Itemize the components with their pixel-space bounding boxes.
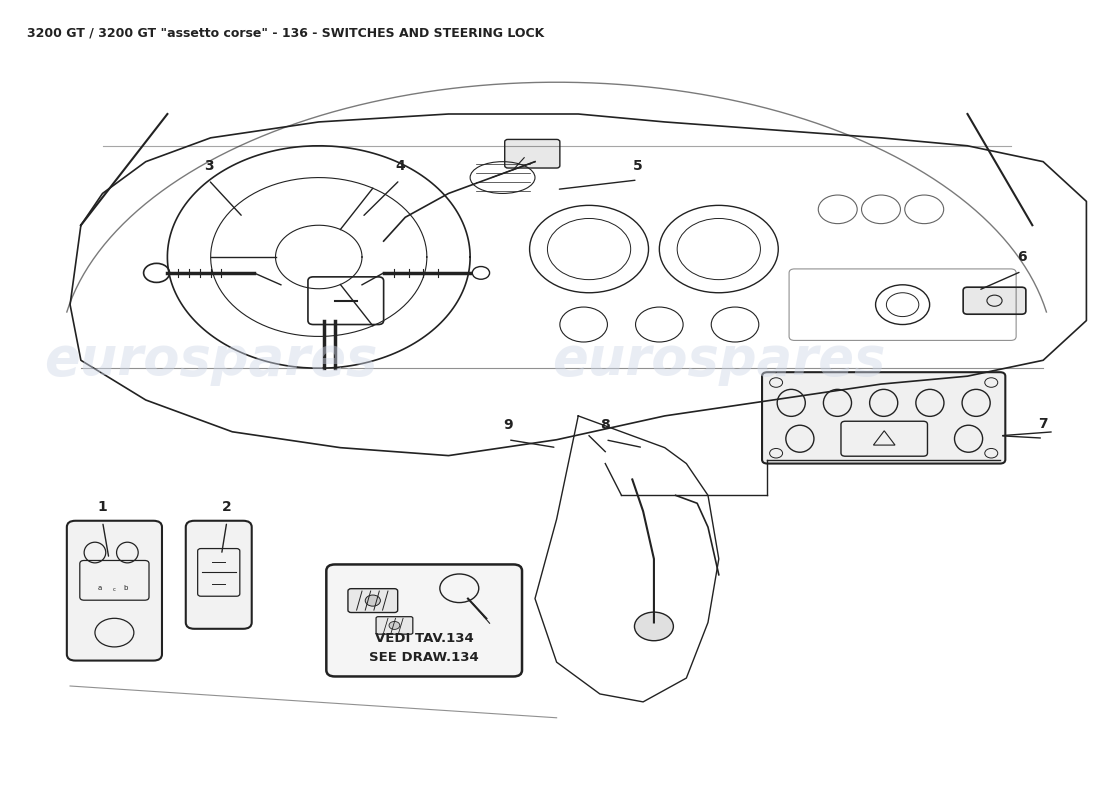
Text: 9: 9 bbox=[503, 418, 513, 433]
Text: eurospares: eurospares bbox=[44, 334, 377, 386]
Text: 3: 3 bbox=[204, 158, 213, 173]
Text: 7: 7 bbox=[1038, 417, 1048, 431]
Text: c: c bbox=[113, 586, 116, 591]
Text: 5: 5 bbox=[632, 158, 642, 173]
Text: a: a bbox=[97, 585, 101, 591]
Circle shape bbox=[635, 612, 673, 641]
FancyBboxPatch shape bbox=[505, 139, 560, 168]
Circle shape bbox=[365, 595, 381, 606]
FancyBboxPatch shape bbox=[964, 287, 1026, 314]
FancyBboxPatch shape bbox=[186, 521, 252, 629]
Text: 6: 6 bbox=[1016, 250, 1026, 264]
Text: SEE DRAW.134: SEE DRAW.134 bbox=[370, 651, 478, 664]
Text: 4: 4 bbox=[395, 158, 405, 173]
FancyBboxPatch shape bbox=[376, 617, 412, 634]
FancyBboxPatch shape bbox=[67, 521, 162, 661]
Text: 3200 GT / 3200 GT "assetto corse" - 136 - SWITCHES AND STEERING LOCK: 3200 GT / 3200 GT "assetto corse" - 136 … bbox=[26, 26, 544, 40]
Text: 8: 8 bbox=[601, 418, 610, 433]
FancyBboxPatch shape bbox=[762, 372, 1005, 463]
FancyBboxPatch shape bbox=[327, 565, 522, 677]
Text: 1: 1 bbox=[98, 500, 108, 514]
FancyBboxPatch shape bbox=[348, 589, 398, 613]
Text: b: b bbox=[123, 585, 128, 591]
Text: eurospares: eurospares bbox=[552, 334, 886, 386]
Text: VEDI TAV.134: VEDI TAV.134 bbox=[375, 632, 473, 645]
Text: 2: 2 bbox=[222, 500, 232, 514]
Circle shape bbox=[389, 622, 399, 630]
